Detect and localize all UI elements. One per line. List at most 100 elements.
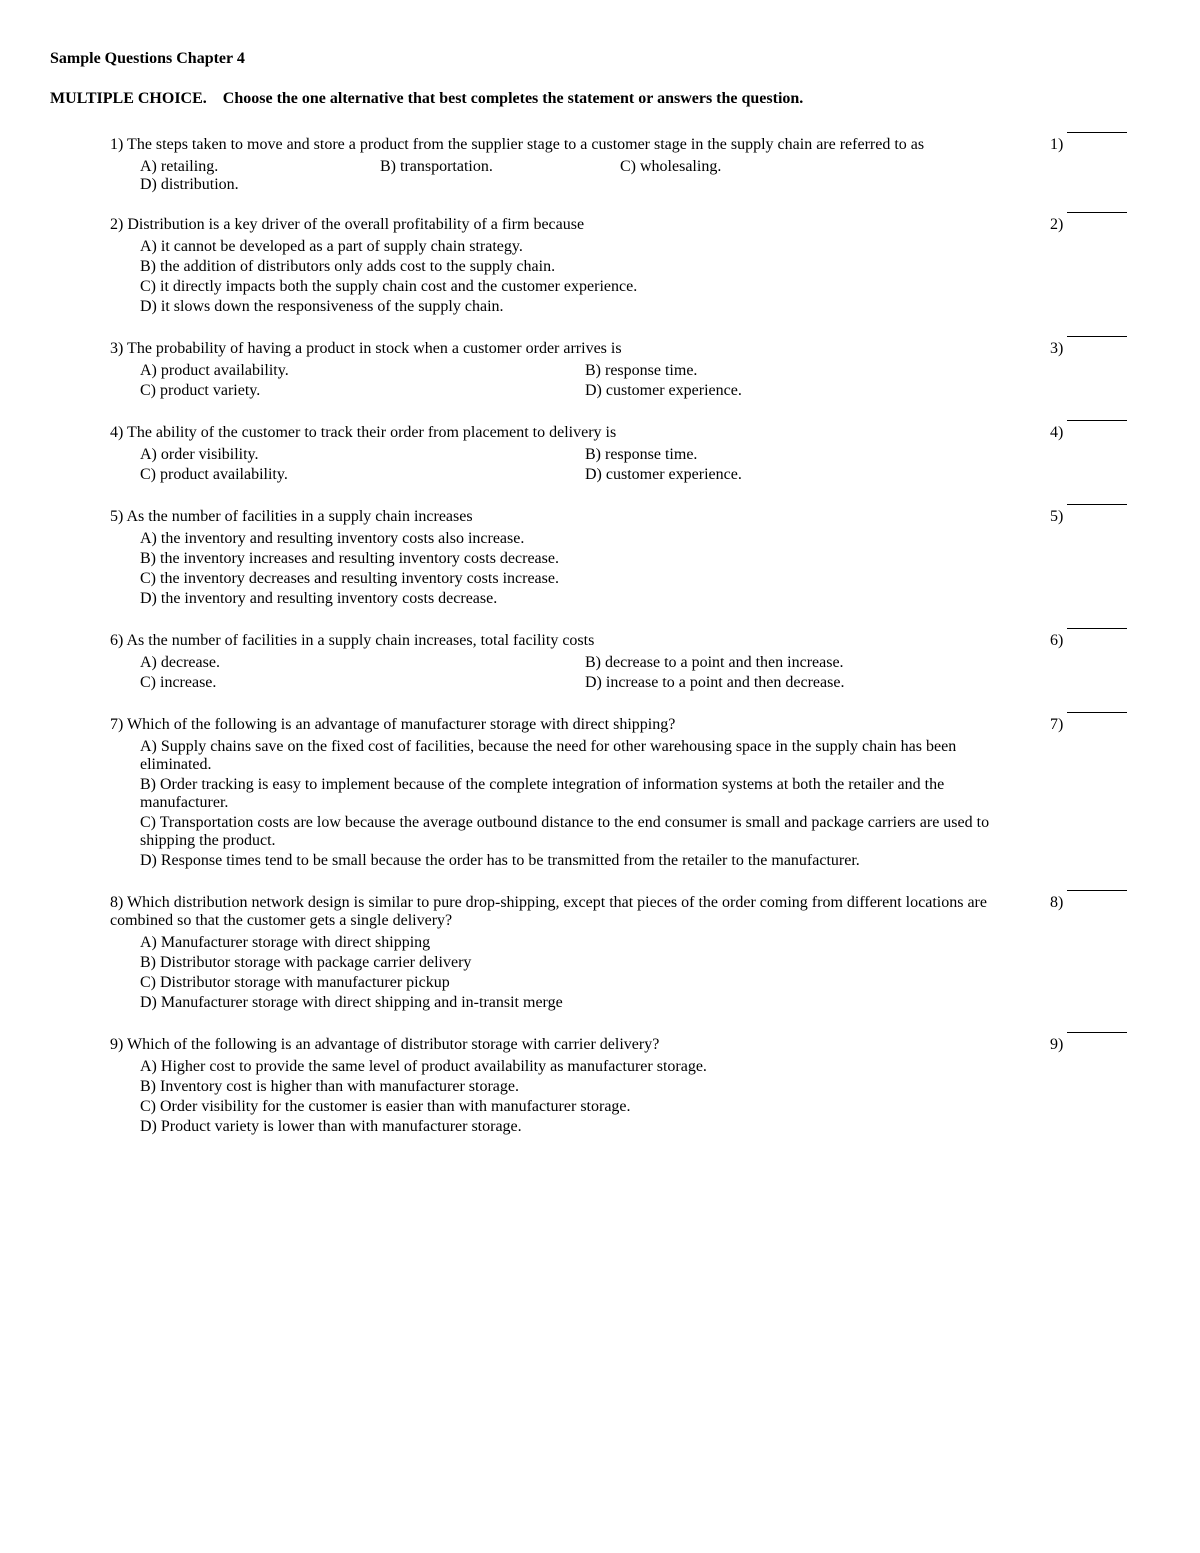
question-stem-text: The probability of having a product in s… <box>127 340 622 357</box>
question-left-spacer <box>50 216 110 318</box>
question-stem: 8) Which distribution network design is … <box>110 894 1030 930</box>
answer-number: 8) <box>1050 894 1063 912</box>
choice: C) increase. <box>140 674 585 692</box>
question-block: 8) Which distribution network design is … <box>50 894 1150 1014</box>
answer-blank[interactable] <box>1067 628 1127 629</box>
choice: D) customer experience. <box>585 382 1030 400</box>
choices-two-col: A) product availability.B) response time… <box>140 362 1030 402</box>
answer-blank[interactable] <box>1067 336 1127 337</box>
question-stem: 6) As the number of facilities in a supp… <box>110 632 1030 650</box>
choice: B) decrease to a point and then increase… <box>585 654 1030 672</box>
question-left-spacer <box>50 632 110 694</box>
choice: C) wholesaling. <box>620 158 860 176</box>
choice: C) product variety. <box>140 382 585 400</box>
choice: C) it directly impacts both the supply c… <box>140 278 1030 296</box>
choice: C) Order visibility for the customer is … <box>140 1098 1030 1116</box>
question-block: 3) The probability of having a product i… <box>50 340 1150 402</box>
answer-slot: 6) <box>1050 632 1150 694</box>
choice: B) Order tracking is easy to implement b… <box>140 776 1030 812</box>
instructions-text: Choose the one alternative that best com… <box>223 90 804 107</box>
choice: A) the inventory and resulting inventory… <box>140 530 1030 548</box>
instructions-label: MULTIPLE CHOICE. <box>50 90 207 107</box>
question-number: 6) <box>110 632 123 649</box>
question-block: 5) As the number of facilities in a supp… <box>50 508 1150 610</box>
question-body: 6) As the number of facilities in a supp… <box>110 632 1050 694</box>
question-block: 2) Distribution is a key driver of the o… <box>50 216 1150 318</box>
question-body: 8) Which distribution network design is … <box>110 894 1050 1014</box>
question-stem: 3) The probability of having a product i… <box>110 340 1030 358</box>
answer-blank[interactable] <box>1067 504 1127 505</box>
choice: B) Distributor storage with package carr… <box>140 954 1030 972</box>
question-left-spacer <box>50 1036 110 1138</box>
questions-container: 1) The steps taken to move and store a p… <box>50 136 1150 1138</box>
question-left-spacer <box>50 508 110 610</box>
answer-slot: 2) <box>1050 216 1150 318</box>
answer-number: 9) <box>1050 1036 1063 1054</box>
choice: B) Inventory cost is higher than with ma… <box>140 1078 1030 1096</box>
question-number: 3) <box>110 340 123 357</box>
choice: B) the addition of distributors only add… <box>140 258 1030 276</box>
question-stem: 2) Distribution is a key driver of the o… <box>110 216 1030 234</box>
question-body: 2) Distribution is a key driver of the o… <box>110 216 1050 318</box>
choice: A) product availability. <box>140 362 585 380</box>
question-stem-text: Which distribution network design is sim… <box>110 894 987 929</box>
question-left-spacer <box>50 424 110 486</box>
question-stem: 7) Which of the following is an advantag… <box>110 716 1030 734</box>
choice: C) the inventory decreases and resulting… <box>140 570 1030 588</box>
question-stem-text: Which of the following is an advantage o… <box>127 716 675 733</box>
choice: A) decrease. <box>140 654 585 672</box>
choices-vertical: A) Higher cost to provide the same level… <box>140 1058 1030 1136</box>
question-number: 8) <box>110 894 123 911</box>
question-body: 5) As the number of facilities in a supp… <box>110 508 1050 610</box>
question-left-spacer <box>50 716 110 872</box>
answer-blank[interactable] <box>1067 712 1127 713</box>
answer-blank[interactable] <box>1067 212 1127 213</box>
choice: D) it slows down the responsiveness of t… <box>140 298 1030 316</box>
choice: A) Manufacturer storage with direct ship… <box>140 934 1030 952</box>
answer-blank[interactable] <box>1067 132 1127 133</box>
choices-row: A) retailing.B) transportation.C) wholes… <box>140 158 1030 194</box>
question-block: 7) Which of the following is an advantag… <box>50 716 1150 872</box>
question-left-spacer <box>50 340 110 402</box>
choice: D) Product variety is lower than with ma… <box>140 1118 1030 1136</box>
answer-slot: 5) <box>1050 508 1150 610</box>
answer-number: 1) <box>1050 136 1063 154</box>
question-stem-text: The ability of the customer to track the… <box>127 424 616 441</box>
answer-number: 7) <box>1050 716 1063 734</box>
answer-blank[interactable] <box>1067 890 1127 891</box>
question-stem-text: As the number of facilities in a supply … <box>126 508 472 525</box>
answer-slot: 7) <box>1050 716 1150 872</box>
question-stem-text: As the number of facilities in a supply … <box>126 632 594 649</box>
question-block: 1) The steps taken to move and store a p… <box>50 136 1150 194</box>
answer-number: 3) <box>1050 340 1063 358</box>
choice: D) Manufacturer storage with direct ship… <box>140 994 1030 1012</box>
question-body: 3) The probability of having a product i… <box>110 340 1050 402</box>
choice: B) the inventory increases and resulting… <box>140 550 1030 568</box>
choices-two-col: A) decrease.B) decrease to a point and t… <box>140 654 1030 694</box>
question-left-spacer <box>50 894 110 1014</box>
choice: D) the inventory and resulting inventory… <box>140 590 1030 608</box>
choice: D) distribution. <box>140 176 380 194</box>
choice: D) increase to a point and then decrease… <box>585 674 1030 692</box>
answer-blank[interactable] <box>1067 1032 1127 1033</box>
answer-slot: 4) <box>1050 424 1150 486</box>
choice: A) order visibility. <box>140 446 585 464</box>
choice: A) retailing. <box>140 158 380 176</box>
question-stem: 1) The steps taken to move and store a p… <box>110 136 1030 154</box>
answer-slot: 3) <box>1050 340 1150 402</box>
answer-number: 2) <box>1050 216 1063 234</box>
instructions: MULTIPLE CHOICE. Choose the one alternat… <box>50 90 1150 108</box>
choices-vertical: A) it cannot be developed as a part of s… <box>140 238 1030 316</box>
question-body: 7) Which of the following is an advantag… <box>110 716 1050 872</box>
choice: D) Response times tend to be small becau… <box>140 852 1030 870</box>
answer-slot: 8) <box>1050 894 1150 1014</box>
choices-two-col: A) order visibility.B) response time.C) … <box>140 446 1030 486</box>
answer-blank[interactable] <box>1067 420 1127 421</box>
question-left-spacer <box>50 136 110 194</box>
choice: A) Supply chains save on the fixed cost … <box>140 738 1030 774</box>
answer-number: 6) <box>1050 632 1063 650</box>
question-body: 1) The steps taken to move and store a p… <box>110 136 1050 194</box>
question-stem: 5) As the number of facilities in a supp… <box>110 508 1030 526</box>
choices-vertical: A) the inventory and resulting inventory… <box>140 530 1030 608</box>
question-number: 7) <box>110 716 123 733</box>
